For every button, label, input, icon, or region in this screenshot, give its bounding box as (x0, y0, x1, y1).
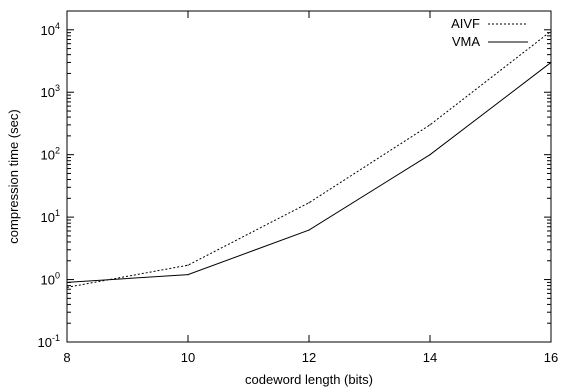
data-point-aivf (550, 30, 552, 32)
y-tick-exponent: 4 (55, 21, 60, 31)
y-tick-label: 10-1 (38, 333, 60, 350)
series-line-vma (66, 62, 552, 283)
x-tick-label: 8 (63, 350, 70, 365)
data-point-vma (308, 229, 310, 231)
x-tick-label: 16 (544, 350, 558, 365)
y-tick-exponent: 2 (55, 146, 60, 156)
y-tick-exponent: 1 (55, 208, 60, 218)
data-point-vma (66, 281, 68, 284)
y-tick-base: 10 (41, 148, 55, 163)
y-tick-label: 102 (41, 146, 60, 163)
y-tick-exponent: 3 (55, 83, 60, 93)
y-tick-label: 100 (41, 271, 60, 288)
y-tick-base: 10 (41, 23, 55, 38)
x-tick-label: 12 (302, 350, 316, 365)
y-tick-base: 10 (41, 273, 55, 288)
data-point-vma (550, 61, 552, 64)
x-tick-label: 14 (423, 350, 437, 365)
y-tick-label: 101 (41, 208, 60, 225)
y-tick-exponent: -1 (52, 333, 60, 343)
legend: AIVF VMA (451, 16, 528, 49)
y-tick-label: 103 (41, 83, 60, 100)
data-point-aivf (429, 124, 431, 126)
x-tick-label: 10 (181, 350, 195, 365)
plot-frame (66, 10, 552, 343)
y-tick-base: 10 (38, 335, 52, 350)
data-point-aivf (66, 286, 68, 288)
y-tick-label: 104 (41, 21, 60, 38)
data-point-vma (429, 154, 431, 156)
legend-label-aivf: AIVF (451, 16, 480, 31)
series-line-aivf (66, 30, 552, 288)
data-point-aivf (187, 264, 189, 266)
legend-label-vma: VMA (452, 34, 481, 49)
x-axis-label: codeword length (bits) (245, 372, 373, 387)
data-point-vma (187, 274, 189, 276)
y-axis-label: compression time (sec) (6, 109, 21, 243)
data-point-aivf (308, 202, 310, 204)
y-tick-base: 10 (41, 210, 55, 225)
y-tick-base: 10 (41, 85, 55, 100)
y-tick-exponent: 0 (55, 271, 60, 281)
